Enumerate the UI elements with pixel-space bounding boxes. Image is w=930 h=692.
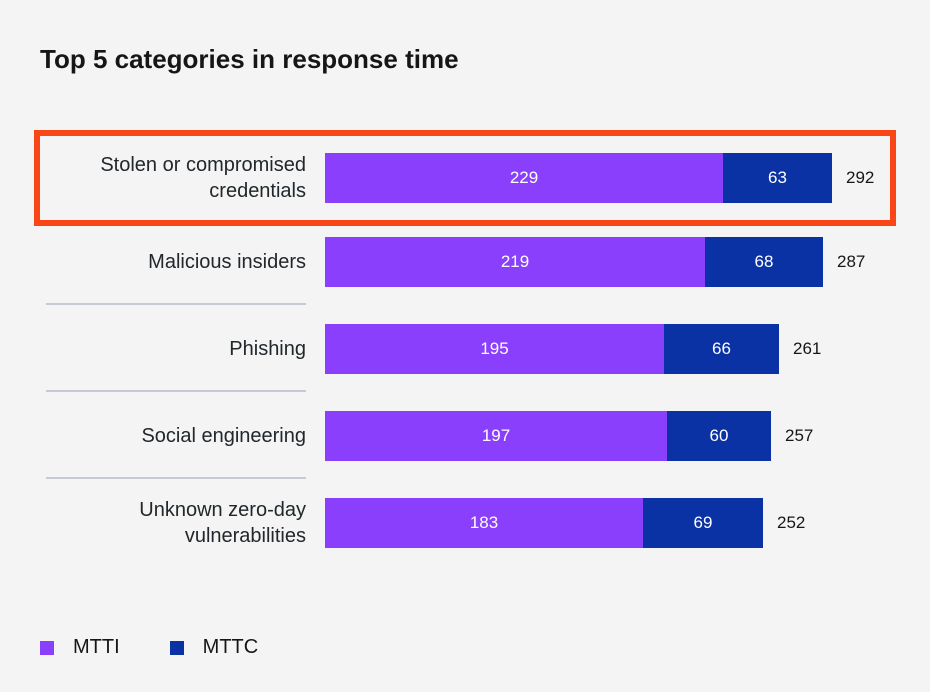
stacked-bar: 229 63 xyxy=(325,153,832,203)
mtti-bar-segment: 183 xyxy=(325,498,643,548)
bar-row: Unknown zero-day vulnerabilities 183 69 … xyxy=(40,498,890,548)
mttc-bar-segment: 68 xyxy=(705,237,823,287)
legend-item-mttc: MTTC xyxy=(169,636,259,659)
total-value-label: 261 xyxy=(793,339,822,358)
legend-label: MTTI xyxy=(73,636,120,658)
mtti-value-label: 183 xyxy=(469,513,499,532)
bar-area: 183 69 252 xyxy=(325,498,805,548)
mttc-bar-segment: 66 xyxy=(664,324,779,374)
bar-row: Phishing 195 66 261 xyxy=(40,324,890,374)
total-value-label: 287 xyxy=(837,252,866,271)
stacked-bar: 195 66 xyxy=(325,324,779,374)
mtti-bar-segment: 197 xyxy=(325,411,667,461)
bar-row: Stolen or compromised credentials 229 63… xyxy=(40,153,890,203)
row-divider xyxy=(46,477,306,479)
stacked-bar: 197 60 xyxy=(325,411,771,461)
mtti-swatch-icon xyxy=(40,640,54,655)
category-label: Social engineering xyxy=(141,425,306,447)
mttc-value-label: 66 xyxy=(712,339,731,358)
mttc-value-label: 60 xyxy=(709,426,729,445)
mttc-bar-segment: 60 xyxy=(667,411,771,461)
bar-area: 219 68 287 xyxy=(325,237,865,287)
chart-title: Top 5 categories in response time xyxy=(40,44,459,74)
mtti-value-label: 219 xyxy=(500,252,530,271)
bar-row: Social engineering 197 60 257 xyxy=(40,411,890,461)
category-label: Malicious insiders xyxy=(148,251,306,273)
mttc-bar-segment: 63 xyxy=(723,153,832,203)
row-divider xyxy=(46,303,306,305)
mtti-bar-segment: 195 xyxy=(325,324,664,374)
category-label: Unknown zero-day vulnerabilities xyxy=(139,499,306,547)
mtti-value-label: 197 xyxy=(481,426,511,445)
bar-area: 229 63 292 xyxy=(325,153,874,203)
bar-area: 197 60 257 xyxy=(325,411,813,461)
total-value-label: 292 xyxy=(846,168,875,187)
legend-label: MTTC xyxy=(202,636,259,658)
stacked-bar: 183 69 xyxy=(325,498,763,548)
total-value-label: 257 xyxy=(785,426,814,445)
mtti-value-label: 229 xyxy=(509,168,539,187)
bar-row: Malicious insiders 219 68 287 xyxy=(40,237,890,287)
row-divider xyxy=(46,390,306,392)
highlight-box: Stolen or compromised credentials 229 63… xyxy=(34,130,896,226)
stacked-bar: 219 68 xyxy=(325,237,823,287)
category-label: Stolen or compromised credentials xyxy=(100,154,306,202)
bar-area: 195 66 261 xyxy=(325,324,821,374)
total-value-label: 252 xyxy=(777,513,806,532)
mttc-value-label: 69 xyxy=(693,513,713,532)
mttc-swatch-icon xyxy=(169,640,184,655)
legend-item-mtti: MTTI xyxy=(40,636,120,659)
mttc-value-label: 63 xyxy=(768,168,787,187)
mttc-bar-segment: 69 xyxy=(643,498,763,548)
category-label: Phishing xyxy=(229,338,306,360)
mtti-bar-segment: 219 xyxy=(325,237,705,287)
mtti-bar-segment: 229 xyxy=(325,153,723,203)
legend: MTTI MTTC xyxy=(40,636,890,659)
bar-rows: Stolen or compromised credentials 229 63… xyxy=(34,130,896,548)
mttc-value-label: 68 xyxy=(754,252,774,271)
mtti-value-label: 195 xyxy=(480,339,509,358)
